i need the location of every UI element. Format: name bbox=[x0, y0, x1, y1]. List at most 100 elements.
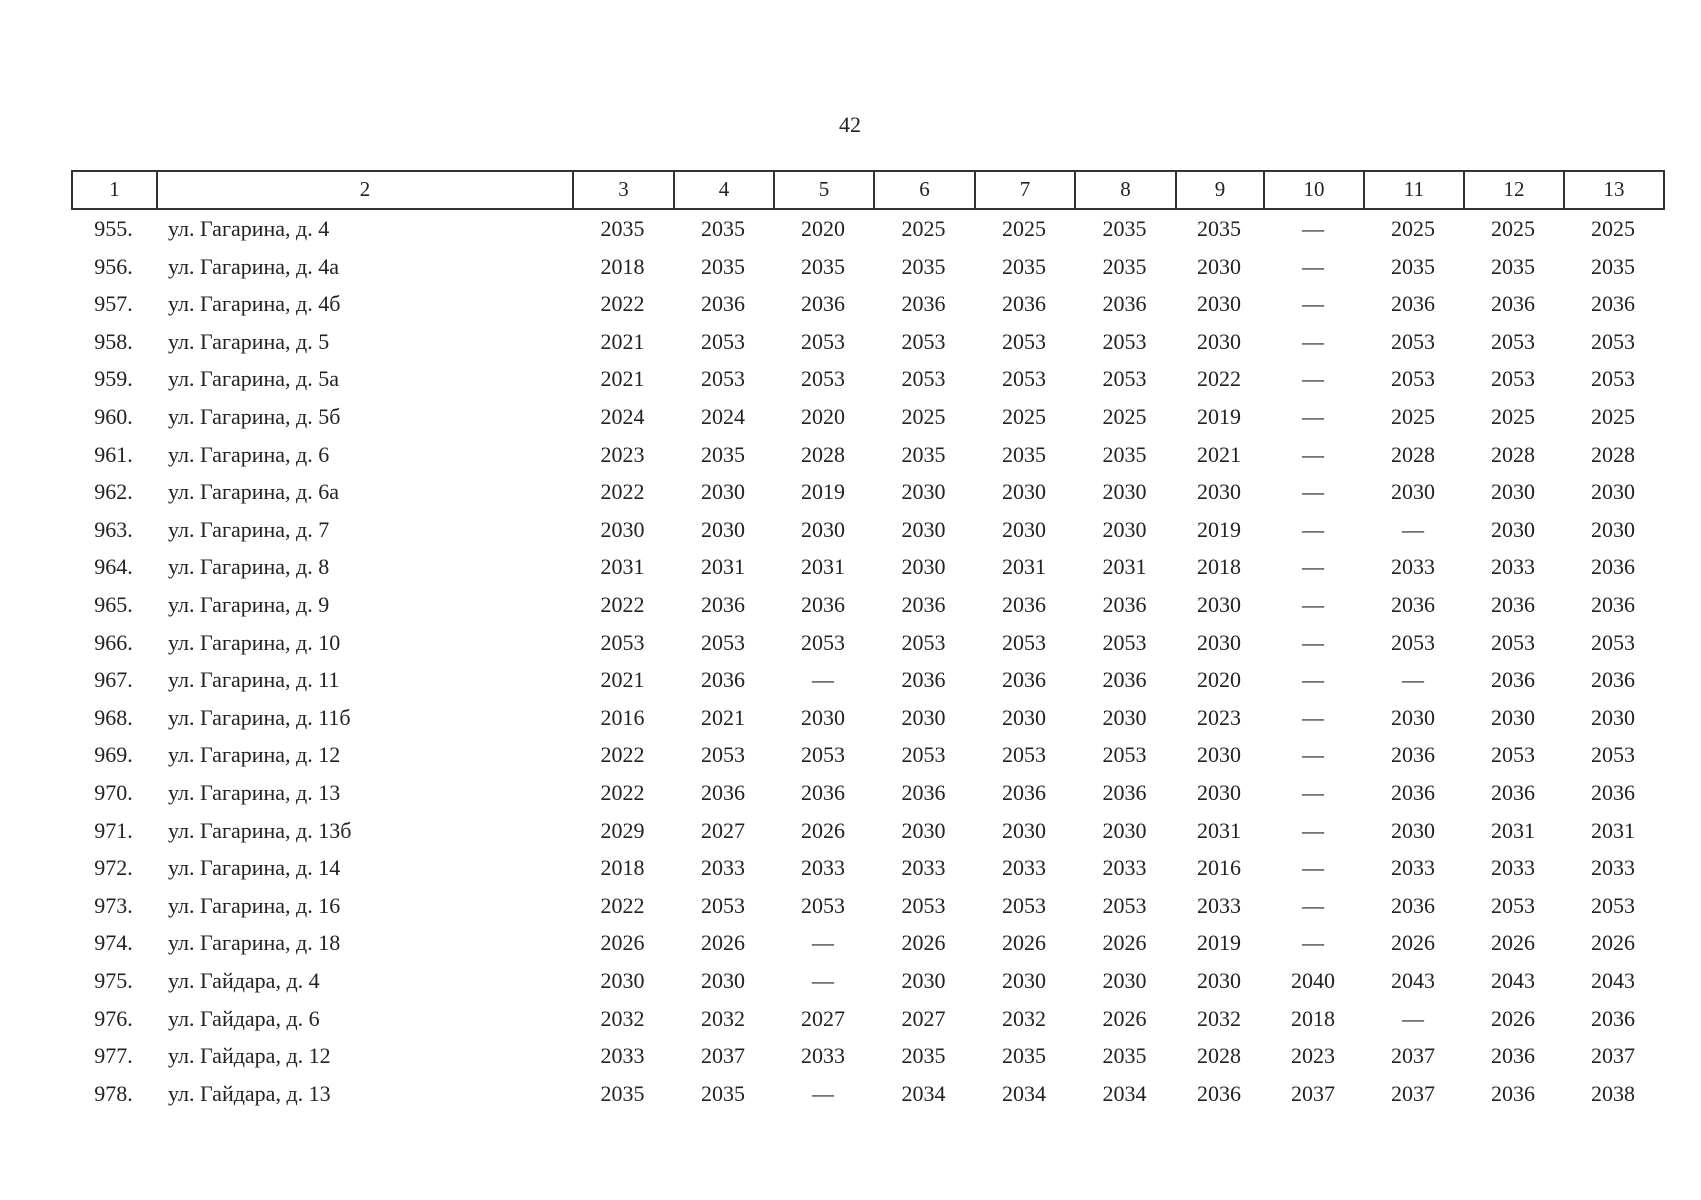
cell: 2053 bbox=[1002, 892, 1046, 918]
cell: — bbox=[1402, 667, 1424, 693]
cell: 2022 bbox=[600, 479, 645, 505]
cell: 2053 bbox=[1002, 328, 1046, 354]
cell: 2053 bbox=[1491, 742, 1535, 768]
row-number: 971. bbox=[94, 817, 133, 843]
cell: 2030 bbox=[1197, 629, 1241, 655]
cell: — bbox=[1402, 516, 1424, 542]
cell: 2053 bbox=[1002, 742, 1046, 768]
header-cell: 5 bbox=[773, 170, 875, 210]
cell: 2030 bbox=[600, 516, 645, 542]
header-cell: 12 bbox=[1463, 170, 1565, 210]
cell: 2030 bbox=[1102, 968, 1147, 993]
cell: 2036 bbox=[1491, 1043, 1535, 1069]
address-cell: ул. Гагарина, д. 11б bbox=[168, 704, 351, 730]
cell: 2036 bbox=[801, 592, 845, 617]
address-cell: ул. Гагарина, д. 12 bbox=[168, 742, 341, 768]
address-cell: ул. Гагарина, д. 14 bbox=[168, 855, 341, 881]
cell: 2035 bbox=[801, 253, 845, 279]
row-number: 963. bbox=[94, 516, 133, 542]
cell: 2053 bbox=[1491, 629, 1535, 655]
cell: 2031 bbox=[1102, 554, 1147, 580]
cell: 2033 bbox=[1002, 855, 1046, 881]
cell: 2053 bbox=[1591, 629, 1635, 655]
cell: 2030 bbox=[1102, 479, 1147, 505]
cell: 2025 bbox=[1591, 216, 1635, 241]
cell: 2040 bbox=[1291, 968, 1335, 993]
cell: 2053 bbox=[801, 366, 845, 392]
row-number: 961. bbox=[94, 441, 133, 467]
cell: — bbox=[1302, 742, 1324, 768]
cell: — bbox=[812, 667, 834, 693]
cell: 2053 bbox=[1591, 366, 1635, 392]
row-number: 969. bbox=[94, 742, 133, 768]
cell: 2030 bbox=[701, 479, 745, 505]
cell: 2021 bbox=[1197, 441, 1241, 467]
cell: 2026 bbox=[1102, 930, 1147, 956]
header-cell: 4 bbox=[673, 170, 775, 210]
cell: 2035 bbox=[1102, 216, 1147, 241]
cell: 2030 bbox=[701, 516, 745, 542]
cell: 2036 bbox=[1491, 667, 1535, 693]
header-cell: 6 bbox=[873, 170, 976, 210]
cell: — bbox=[812, 930, 834, 956]
cell: 2038 bbox=[1591, 1080, 1635, 1106]
header-cell: 7 bbox=[974, 170, 1076, 210]
cell: 2025 bbox=[1002, 404, 1046, 429]
cell: 2025 bbox=[1002, 216, 1046, 241]
cell: 2022 bbox=[1197, 366, 1241, 392]
cell: 2034 bbox=[1102, 1080, 1147, 1106]
cell: 2021 bbox=[600, 667, 645, 693]
row-number: 956. bbox=[94, 253, 133, 279]
cell: 2026 bbox=[901, 930, 946, 956]
cell: 2021 bbox=[600, 366, 645, 392]
row-number: 965. bbox=[94, 592, 133, 617]
cell: 2036 bbox=[1102, 291, 1147, 317]
cell: — bbox=[1302, 479, 1324, 505]
address-cell: ул. Гагарина, д. 11 bbox=[168, 667, 340, 693]
cell: 2036 bbox=[1102, 667, 1147, 693]
cell: — bbox=[1302, 629, 1324, 655]
cell: 2026 bbox=[1391, 930, 1435, 956]
cell: 2025 bbox=[1391, 404, 1435, 429]
cell: 2030 bbox=[1102, 516, 1147, 542]
cell: 2035 bbox=[1491, 253, 1535, 279]
cell: 2053 bbox=[1102, 629, 1147, 655]
cell: 2022 bbox=[600, 780, 645, 805]
cell: 2033 bbox=[600, 1043, 645, 1069]
cell: 2053 bbox=[901, 892, 946, 918]
header-cell: 3 bbox=[572, 170, 675, 210]
cell: 2026 bbox=[701, 930, 745, 956]
cell: 2053 bbox=[1391, 328, 1435, 354]
cell: 2053 bbox=[801, 328, 845, 354]
cell: 2033 bbox=[701, 855, 745, 881]
cell: 2033 bbox=[1391, 855, 1435, 881]
cell: 2035 bbox=[1102, 1043, 1147, 1069]
cell: 2016 bbox=[600, 704, 645, 730]
row-number: 955. bbox=[94, 216, 133, 241]
cell: 2035 bbox=[600, 216, 645, 241]
cell: 2036 bbox=[1002, 592, 1046, 617]
cell: 2036 bbox=[1391, 780, 1435, 805]
cell: 2025 bbox=[1491, 404, 1535, 429]
address-cell: ул. Гайдара, д. 13 bbox=[168, 1080, 331, 1106]
row-number: 964. bbox=[94, 554, 133, 580]
cell: 2053 bbox=[1391, 629, 1435, 655]
cell: 2030 bbox=[1002, 704, 1046, 730]
cell: 2030 bbox=[1491, 479, 1535, 505]
cell: — bbox=[1302, 554, 1324, 580]
address-cell: ул. Гагарина, д. 10 bbox=[168, 629, 341, 655]
cell: 2028 bbox=[1391, 441, 1435, 467]
cell: 2025 bbox=[901, 404, 946, 429]
row-number: 978. bbox=[94, 1080, 133, 1106]
cell: 2030 bbox=[1391, 817, 1435, 843]
cell: 2030 bbox=[1491, 704, 1535, 730]
cell: 2032 bbox=[600, 1005, 645, 1031]
cell: 2030 bbox=[1197, 742, 1241, 768]
row-number: 957. bbox=[94, 291, 133, 317]
cell: 2022 bbox=[600, 742, 645, 768]
cell: 2030 bbox=[901, 554, 946, 580]
cell: 2030 bbox=[1102, 704, 1147, 730]
address-cell: ул. Гагарина, д. 5а bbox=[168, 366, 340, 392]
cell: — bbox=[812, 968, 834, 993]
cell: 2034 bbox=[901, 1080, 946, 1106]
